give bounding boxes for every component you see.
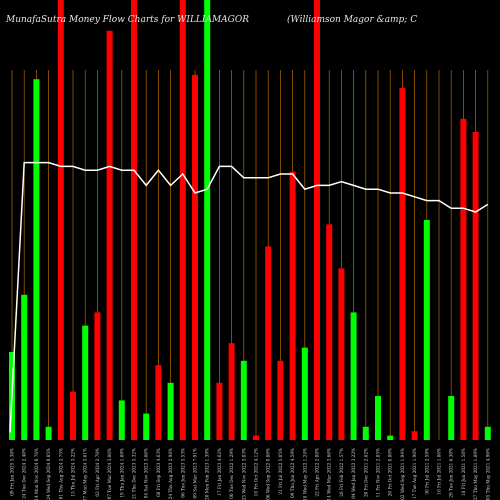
bar bbox=[131, 0, 137, 440]
x-tick-label: 18 Fri Jun 2021 1.58% bbox=[461, 448, 466, 496]
bar bbox=[216, 382, 223, 440]
bar bbox=[143, 413, 150, 440]
x-tick-label: 24 Tue Dec 2024 2.40% bbox=[22, 448, 27, 499]
bar bbox=[399, 88, 406, 440]
x-tick-label: 07 Tue Mar 2024 3.06% bbox=[107, 448, 112, 499]
x-tick-label: 17 Fri Jan 2023 4.62% bbox=[217, 448, 222, 496]
x-tick-label: 08 Fri Sep 2023 4.63% bbox=[156, 448, 161, 497]
x-tick-label: 06 Tue Dec 2022 1.29% bbox=[229, 448, 234, 499]
bar bbox=[301, 347, 308, 440]
bar bbox=[155, 365, 162, 440]
x-tick-label: 27 Thu May 2021 1.89% bbox=[473, 448, 478, 500]
bar bbox=[411, 431, 418, 440]
x-tick-label: 16 Fri Jul 2021 1.86% bbox=[437, 448, 442, 495]
bar bbox=[228, 343, 235, 440]
bar bbox=[448, 396, 455, 440]
x-tick-label: 04 Sat Nov 2023 3.66% bbox=[144, 448, 149, 498]
bar bbox=[57, 0, 64, 440]
x-tick-label: 04 Wed Jan 2022 3.22% bbox=[351, 448, 356, 499]
chart-title: MunafaSutra Money Flow Charts for WILLIA… bbox=[5, 15, 249, 25]
bar bbox=[423, 220, 430, 440]
bar bbox=[45, 426, 52, 440]
x-tick-label: 09 Thu Jun 2022 4.59% bbox=[290, 448, 295, 498]
bar bbox=[204, 0, 211, 440]
x-tick-label: 25 Wed Nov 2022 3.03% bbox=[241, 448, 246, 500]
line-series bbox=[9, 161, 489, 433]
bar bbox=[460, 118, 467, 441]
x-tick-label: 21 Thu Dec 2023 5.32% bbox=[132, 448, 137, 499]
bar bbox=[387, 435, 394, 440]
price-line bbox=[9, 161, 489, 433]
x-tick-label: 14 Wed Mar 2022 3.66% bbox=[327, 448, 332, 500]
x-tick-label: 18 Wed May 2022 1.24% bbox=[302, 448, 307, 500]
bar bbox=[484, 426, 491, 440]
bar bbox=[253, 435, 259, 440]
bar bbox=[472, 132, 479, 440]
x-tick-label: 28 Fri Feb 2022 1.57% bbox=[339, 448, 344, 497]
bar bbox=[338, 268, 345, 440]
bar bbox=[362, 426, 369, 440]
x-tick-label: 30 Fri Jul 2021 2.59% bbox=[424, 448, 429, 495]
bar bbox=[21, 294, 28, 440]
x-tick-label: 24 Thu Aug 2023 2.98% bbox=[168, 448, 173, 499]
x-tick-label: 02 Wed Sep 2021 1.94% bbox=[400, 448, 405, 500]
x-tick-labels: 09 Fri Jan 2025 5.38% 24 Tue Dec 2024 2.4… bbox=[10, 448, 491, 500]
x-tick-label: 10 Fri Oct 2022 4.12% bbox=[254, 448, 259, 496]
bar bbox=[265, 246, 272, 440]
bar bbox=[289, 171, 296, 440]
bar bbox=[106, 30, 113, 441]
bar bbox=[82, 325, 89, 440]
bar bbox=[167, 382, 174, 440]
x-tick-label: 20 Mon Feb 2023 1.39% bbox=[205, 448, 210, 500]
bar bbox=[350, 312, 357, 440]
bar bbox=[314, 0, 320, 440]
x-tick-label: 09 Fri Jan 2025 5.38% bbox=[10, 448, 15, 496]
x-tick-label: 02 Fri Apr 2024 2.70% bbox=[95, 448, 100, 497]
x-tick-label: 09 Sat Mar 2023 7.91% bbox=[193, 448, 198, 498]
bar bbox=[192, 74, 198, 441]
x-tick-label: 11 Fri Nov 2021 2.85% bbox=[376, 448, 381, 497]
x-tick-label: 27 Mon May 2024 3.61% bbox=[83, 448, 88, 500]
bar bbox=[179, 0, 186, 440]
x-tick-label: 06 Wed Sep 2022 0.86% bbox=[266, 448, 271, 500]
x-tick-label: 20 Fri Dec 2021 2.62% bbox=[363, 448, 368, 497]
chart-title-right: (Williamson Magor &amp; C bbox=[287, 14, 417, 25]
bar bbox=[240, 360, 247, 440]
x-tick-label: 05 Thu May 2021 4.96% bbox=[485, 448, 490, 500]
bar bbox=[70, 391, 76, 440]
bar bbox=[94, 312, 101, 440]
bar bbox=[277, 360, 284, 440]
x-tick-label: 06 Tue Jun 2023 5.53% bbox=[180, 448, 185, 498]
x-tick-label: 21 Fri Jul 2022 5.05% bbox=[278, 448, 283, 495]
bar-series bbox=[9, 0, 491, 441]
x-tick-label: 15 Thu Jul 2024 3.22% bbox=[71, 448, 76, 497]
x-tick-label: 19 Thu Jan 2024 1.69% bbox=[119, 448, 124, 498]
x-tick-label: 24 Wed Sep 2024 0.85% bbox=[46, 448, 51, 500]
x-tick-label: 29 Tue Jun 2021 6.30% bbox=[449, 448, 454, 498]
bar bbox=[375, 396, 381, 440]
bar bbox=[326, 224, 333, 440]
x-tick-label: 01 Thu Aug 2024 2.75% bbox=[58, 448, 63, 499]
x-tick-label: 17 Tue Aug 2021 1.96% bbox=[412, 448, 417, 499]
bar bbox=[118, 400, 125, 440]
x-tick-label: 20 Fri Oct 2021 0.80% bbox=[388, 448, 393, 496]
bar bbox=[33, 79, 40, 440]
x-tick-label: 14 Mon Nov 2024 0.76% bbox=[34, 448, 39, 500]
x-tick-label: 22 Fri Apr 2022 2.08% bbox=[315, 448, 320, 497]
